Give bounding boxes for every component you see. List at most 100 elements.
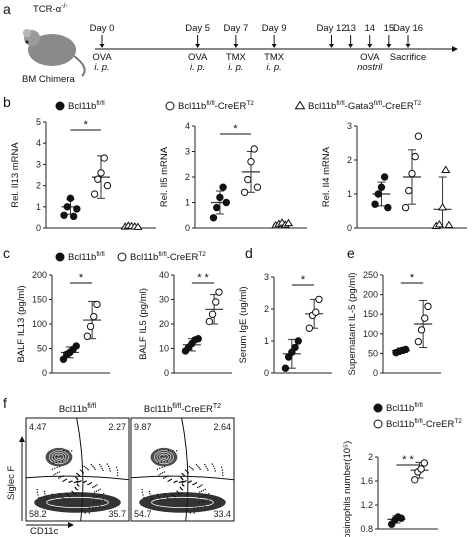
data-point: [72, 342, 80, 350]
data-point: [209, 214, 218, 222]
event-dot: [56, 466, 58, 469]
event-dot: [183, 485, 185, 487]
data-point: [90, 190, 99, 198]
event-dot: [213, 467, 216, 470]
event-dot: [73, 492, 75, 494]
data-point: [86, 322, 95, 331]
event-dot: [44, 493, 46, 495]
chart-c2: 0 10 20 30 40 BALF IL5 (pg/ml) * *: [138, 270, 232, 378]
event-dot: [159, 467, 161, 470]
event-dot: [81, 471, 84, 473]
event-dot: [56, 472, 59, 474]
legend-f: Bcl11bfl/fl Bcl11bfl/fl-CreERT2: [373, 402, 462, 430]
legend-marker: [117, 252, 127, 262]
significance-label: *: [79, 272, 84, 284]
population-main: [139, 492, 226, 513]
event-dot: [185, 470, 188, 472]
y-axis-label: Serum IgE (ug/ml): [238, 286, 249, 363]
timeline-event-label: TMX: [264, 52, 285, 63]
legend-label: Bcl11bfl/fl: [386, 402, 423, 414]
event-dot: [80, 470, 83, 472]
event-dot: [157, 462, 160, 464]
event-dot: [62, 497, 64, 499]
event-dot: [173, 481, 175, 484]
event-dot: [193, 483, 195, 485]
data-point: [315, 295, 323, 304]
event-dot: [204, 463, 206, 466]
chimera-label: BM Chimera: [22, 74, 76, 85]
event-dot: [63, 455, 65, 457]
event-dot: [97, 489, 100, 492]
event-dot: [90, 464, 93, 466]
event-dot: [207, 469, 209, 472]
event-dot: [36, 491, 39, 493]
event-dot: [168, 498, 171, 501]
panel-letter-b: b: [3, 94, 11, 110]
y-axis-label: Rel. Il4 mRNA: [321, 146, 332, 207]
data-point: [250, 145, 258, 153]
event-dot: [176, 450, 178, 452]
timeline-arrowhead: [99, 44, 105, 48]
event-dot: [94, 485, 97, 487]
data-point: [60, 211, 68, 219]
legend-label: Bcl11bfl/fl-CreERT2: [130, 251, 206, 263]
event-dot: [52, 495, 55, 497]
event-dot: [168, 450, 170, 452]
y-tick-label: 4: [36, 138, 41, 148]
y-tick-label: 0: [373, 368, 378, 378]
y-tick-label: 0: [264, 368, 269, 378]
event-dot: [200, 506, 202, 508]
y-tick-label: 150: [363, 309, 378, 319]
data-point: [424, 302, 432, 311]
event-dot: [176, 490, 178, 492]
y-tick-label: 1.6: [360, 476, 373, 486]
y-tick-label: 3: [185, 147, 190, 157]
y-tick-label: 200: [363, 290, 378, 300]
flow-plot-2: 9.87 2.64 54.7 33.4 Bcl11bfl/fl-CreERT2: [130, 403, 235, 522]
event-dot: [197, 465, 199, 467]
event-dot: [191, 468, 193, 470]
event-dot: [142, 494, 144, 496]
event-dot: [77, 481, 79, 484]
quadrant-value: 2.27: [108, 422, 126, 432]
data-point: [247, 158, 255, 166]
event-dot: [174, 496, 176, 498]
event-dot: [93, 467, 95, 469]
event-dot: [62, 475, 64, 477]
event-dot: [141, 491, 144, 493]
event-dot: [102, 469, 104, 472]
event-dot: [201, 501, 203, 503]
event-dot: [198, 501, 200, 504]
population-contour: [151, 496, 214, 509]
event-dot: [57, 477, 60, 479]
contour-ring: [49, 450, 69, 465]
event-dot: [192, 483, 194, 486]
y-axis-label: Rel. Il5 mRNA: [159, 146, 170, 207]
event-dot: [99, 488, 101, 491]
event-dot: [199, 485, 202, 487]
data-point: [216, 193, 224, 202]
chart-d: 0 1 2 3 Serum IgE (ug/ml) *: [238, 272, 332, 378]
event-dot: [117, 474, 119, 477]
chart-f: 0.8 1.2 1.6 2 Eosinophils number(10⁵) * *: [342, 441, 438, 537]
event-dot: [68, 481, 70, 484]
timeline-day-label: Day 12: [316, 23, 346, 34]
event-dot: [54, 467, 56, 470]
timeline-day-label: Day 16: [393, 23, 423, 34]
y-tick-label: 150: [32, 295, 47, 305]
flow-y-label: Siglec F: [6, 465, 17, 500]
data-point: [408, 169, 416, 178]
quadrant-value: 4.47: [29, 422, 47, 432]
event-dot: [63, 498, 66, 501]
event-dot: [160, 499, 162, 501]
y-tick-label: 3: [347, 121, 352, 131]
data-point: [377, 183, 386, 191]
event-dot: [181, 472, 183, 475]
event-dot: [198, 486, 200, 488]
event-dot: [157, 456, 160, 459]
data-point: [441, 165, 451, 173]
event-dot: [167, 480, 169, 483]
event-dot: [58, 460, 61, 463]
data-point: [414, 132, 423, 140]
event-dot: [164, 455, 167, 457]
